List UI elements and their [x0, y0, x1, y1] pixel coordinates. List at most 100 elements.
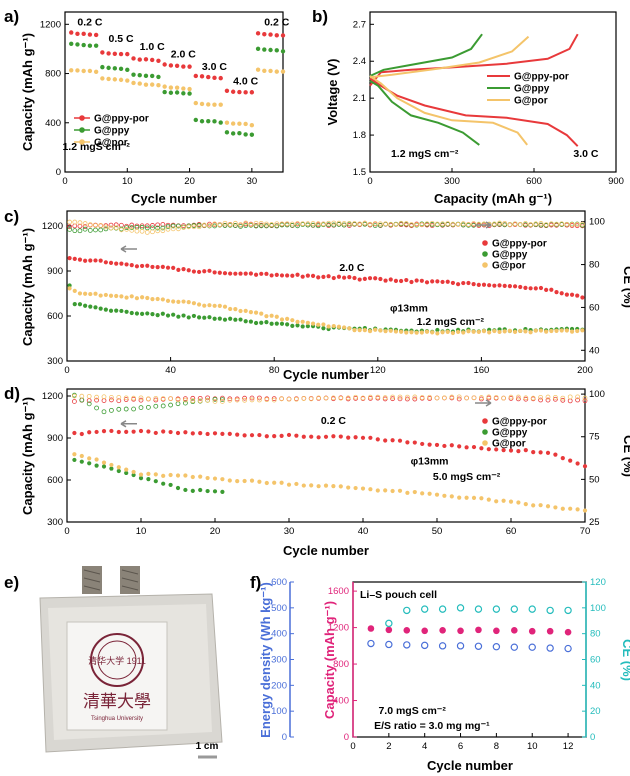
data-point-G@ppy-por [187, 64, 192, 69]
ce-point-G@por [93, 223, 98, 228]
data-point-G@ppy [87, 43, 93, 48]
chart-a: Cycle number Capacity (mAh g⁻¹) 0 10 20 300… [20, 11, 290, 206]
capacity-point-G@ppy-por [560, 456, 565, 461]
capacity-point-G@por [72, 288, 77, 293]
capacity-point-G@por [424, 329, 430, 334]
ce-point-G@ppy [196, 222, 202, 228]
ce-point-G@ppy-por [205, 395, 211, 401]
capacity-point-G@ppy-por [479, 446, 484, 451]
ce-point-G@por [109, 395, 114, 400]
capacity-point-G@ppy-por [559, 291, 564, 296]
capacity-point-G@por [160, 297, 165, 302]
ce-point-G@ppy-por [256, 395, 262, 401]
data-point-G@ppy-por [125, 51, 130, 57]
y-tick-label: 900 [47, 266, 63, 277]
ce-point-G@ppy [103, 226, 109, 232]
capacity-point-G@por [116, 465, 121, 470]
data-point-G@ppy [218, 120, 223, 125]
capacity-point-G@por [440, 330, 445, 335]
data-point-G@ppy [249, 132, 255, 137]
y-tick-label: 300 [47, 356, 63, 367]
capacity-point-G@por [479, 496, 484, 501]
legend-label: G@ppy-por [492, 417, 547, 428]
capacity-point-G@ppy [138, 476, 144, 481]
capacity-point-G@por [409, 330, 414, 335]
capacity-point-G@ppy-por [183, 430, 188, 435]
capacity-point-G@por [124, 295, 129, 300]
capacity-point-G@ppy-por [94, 429, 99, 435]
ce-point-G@ppy-por [182, 396, 188, 402]
capacity-point-G@ppy-por [202, 269, 207, 274]
capacity-point-G@por [238, 308, 243, 314]
capacity-point-G@ppy-por [419, 278, 424, 283]
data-point-G@por [280, 69, 286, 74]
data-point-G@ppy [69, 41, 74, 46]
data-point-G@ppy-por [206, 74, 211, 80]
data-point-G@ppy-por [131, 56, 136, 61]
capacity-point-G@ppy-por [119, 261, 124, 266]
capacity-point-G@ppy [198, 487, 203, 493]
ce-point-G@por [87, 222, 93, 228]
capacity-point-G@ppy-por [114, 261, 119, 266]
x-tick-label: 6 [458, 741, 463, 752]
ce-point-G@por [301, 396, 307, 401]
capacity-point-G@por [326, 324, 331, 329]
x-tick-label: 2 [386, 741, 391, 752]
capacity-point-G@ppy-por [486, 447, 491, 452]
data-point-G@por [230, 121, 236, 126]
y2-tick-label: 100 [590, 603, 606, 614]
ce-point-G@ppy-por [138, 397, 144, 403]
curve-charge-G@ppy [369, 33, 483, 77]
capacity-point-G@ppy-por [242, 433, 247, 438]
ce-point-G@por [289, 221, 295, 227]
ce-point-G@por [286, 396, 292, 402]
capacity-point-G@por [434, 492, 440, 497]
capacity-point-G@ppy [181, 313, 186, 318]
capacity-point-G@ppy-por [153, 430, 158, 436]
chart-c-ticks: 0 40 80 120 160 200 300 600 900 1200 40 60 80 100 [42, 217, 605, 376]
capacity-point-G@por [253, 310, 259, 315]
capacity-point-G@ppy [87, 461, 92, 466]
ce-point-G@por [569, 222, 575, 227]
capacity-point-G@ppy-por [290, 273, 295, 278]
capacity-point-G@ppy-por [336, 274, 342, 279]
data-point-G@ppy-por [168, 63, 174, 68]
capacity-point-G@por [153, 472, 158, 477]
capacity-point-G@ppy [207, 315, 212, 320]
curve-charge-G@por [369, 35, 530, 79]
ce-point-G@por [253, 220, 259, 226]
capacity-point-G@ppy [217, 316, 222, 321]
x-tick-label: 20 [210, 526, 221, 537]
data-point-G@ppy [168, 90, 174, 95]
ce-point-G@por [554, 221, 559, 227]
capacity-point-G@por [259, 311, 264, 316]
data-point-G@ppy [255, 46, 261, 52]
ce-point-G@por [144, 229, 150, 235]
ce-point-G@por [279, 221, 285, 227]
capacity-point-G@por [464, 495, 469, 500]
legend-label: G@por [94, 138, 128, 149]
ce-point-G@por [362, 220, 368, 226]
capacity-point-G@ppy-por [553, 452, 558, 457]
ce-point-G@por [72, 393, 77, 399]
point-energy-density [385, 640, 393, 649]
ce-point-G@ppy-por [397, 396, 403, 402]
capacity-point-G@ppy [98, 306, 103, 311]
ce-point-G@por [131, 395, 137, 401]
data-point-G@ppy [193, 117, 198, 123]
capacity-point-G@ppy-por [235, 432, 240, 437]
ce-point-G@ppy [116, 406, 122, 412]
ce-point-G@por [575, 394, 580, 400]
data-point-G@ppy-por [156, 58, 161, 63]
data-point-G@ppy-por [255, 31, 261, 36]
data-point-G@por [212, 102, 217, 107]
ce-point-G@ppy [212, 223, 218, 229]
capacity-point-G@ppy-por [103, 260, 108, 265]
capacity-point-G@por [390, 488, 395, 494]
x-tick-label: 10 [136, 526, 147, 537]
panel-label-b: b) [312, 7, 328, 26]
capacity-point-G@ppy-por [342, 275, 347, 280]
capacity-point-G@por [146, 471, 151, 476]
